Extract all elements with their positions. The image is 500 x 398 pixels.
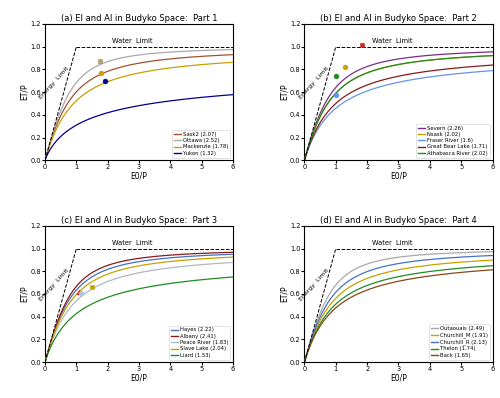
Legend: Severn (2.26), Nsask (2.02), Fraser River (1.6), Great Bear Lake (1.71), Athabas: Severn (2.26), Nsask (2.02), Fraser Rive… [416,124,490,158]
X-axis label: E0/P: E0/P [130,172,148,181]
X-axis label: E0/P: E0/P [130,374,148,383]
Text: Energy  Limit: Energy Limit [298,66,330,100]
Y-axis label: ET/P: ET/P [20,84,29,100]
X-axis label: E0/P: E0/P [390,374,407,383]
Title: (b) EI and AI in Budyko Space:  Part 2: (b) EI and AI in Budyko Space: Part 2 [320,14,477,23]
Legend: Outaouais (2.49), Churchill_M (1.91), Churchill_R (2.13), Thelon (1.74), Back (1: Outaouais (2.49), Churchill_M (1.91), Ch… [428,324,490,359]
Text: Water  Limit: Water Limit [372,38,412,44]
Text: Water  Limit: Water Limit [112,38,153,44]
Y-axis label: ET/P: ET/P [280,84,288,100]
Text: Water  Limit: Water Limit [112,240,153,246]
Y-axis label: ET/P: ET/P [20,286,29,302]
Text: Energy  Limit: Energy Limit [38,66,70,100]
Title: (d) EI and AI in Budyko Space:  Part 4: (d) EI and AI in Budyko Space: Part 4 [320,216,477,225]
Text: Energy  Limit: Energy Limit [298,268,330,302]
Legend: Hayes (2.22), Albany (2.41), Peace River (1.83), Slave Lake (2.04), Liard (1.53): Hayes (2.22), Albany (2.41), Peace River… [168,326,230,359]
Title: (c) EI and AI in Budyko Space:  Part 3: (c) EI and AI in Budyko Space: Part 3 [61,216,217,225]
Text: Energy  Limit: Energy Limit [38,268,70,302]
X-axis label: E0/P: E0/P [390,172,407,181]
Y-axis label: ET/P: ET/P [280,286,288,302]
Text: Water  Limit: Water Limit [372,240,412,246]
Legend: Sask2 (2.07), Ottawa (2.52), Mackenzie (1.78), Yukon (1.32): Sask2 (2.07), Ottawa (2.52), Mackenzie (… [172,130,231,158]
Title: (a) EI and AI in Budyko Space:  Part 1: (a) EI and AI in Budyko Space: Part 1 [61,14,218,23]
